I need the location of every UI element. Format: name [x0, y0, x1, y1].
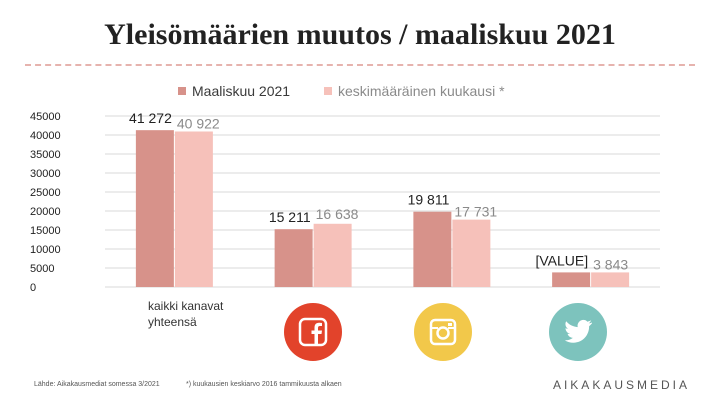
twitter-icon	[549, 303, 607, 361]
brand-logo-text: AIKAKAUSMEDIA	[552, 378, 690, 392]
y-tick-label: 20000	[30, 206, 61, 218]
y-tick-label: 45000	[30, 111, 61, 123]
y-tick-label: 35000	[30, 149, 61, 161]
bar-1	[552, 272, 591, 287]
data-label-2: 40 922	[177, 115, 220, 131]
data-label-1: 15 211	[269, 209, 311, 225]
y-tick-label: 15000	[30, 225, 61, 237]
legend-item-series2: keskimääräinen kuukausi *	[324, 83, 505, 99]
bar-2	[591, 272, 630, 287]
legend-label-series2: keskimääräinen kuukausi *	[338, 83, 505, 99]
y-tick-label: 10000	[30, 244, 61, 256]
legend-label-series1: Maaliskuu 2021	[192, 83, 291, 99]
facebook-icon	[284, 303, 342, 361]
facebook-glyph	[298, 317, 328, 347]
twitter-glyph	[564, 319, 592, 343]
bar-2	[174, 131, 213, 287]
legend-swatch-series2	[324, 87, 332, 95]
data-label-1: 41 272	[129, 110, 172, 126]
footer-source: Lähde: Aikakausmediat somessa 3/2021	[34, 381, 160, 388]
bar-1	[135, 130, 174, 287]
instagram-icon	[414, 303, 472, 361]
bar-2	[452, 219, 491, 287]
data-label-2: 16 638	[316, 206, 359, 222]
data-label-1: 19 811	[408, 192, 450, 208]
footer-note: *) kuukausien keskiarvo 2016 tammikuusta…	[186, 381, 342, 388]
y-tick-label: 25000	[30, 187, 61, 199]
data-label-2: 3 843	[593, 256, 628, 272]
page-title: Yleisömäärien muutos / maaliskuu 2021	[104, 18, 616, 51]
y-tick-label: 40000	[30, 130, 61, 142]
category-label-all-channels: kaikki kanavat yhteensä	[148, 299, 224, 329]
legend-swatch-series1	[178, 87, 186, 95]
y-tick-label: 30000	[30, 168, 61, 180]
data-label-1: [VALUE]	[535, 252, 588, 268]
legend-item-series1: Maaliskuu 2021	[178, 83, 290, 99]
y-tick-label: 0	[30, 282, 36, 294]
bar-2	[313, 223, 352, 287]
bar-1	[274, 229, 313, 287]
y-tick-label: 5000	[30, 263, 54, 275]
bar-1	[413, 211, 452, 287]
data-label-2: 17 731	[454, 204, 497, 220]
instagram-glyph	[429, 318, 457, 346]
title-divider	[25, 64, 695, 66]
